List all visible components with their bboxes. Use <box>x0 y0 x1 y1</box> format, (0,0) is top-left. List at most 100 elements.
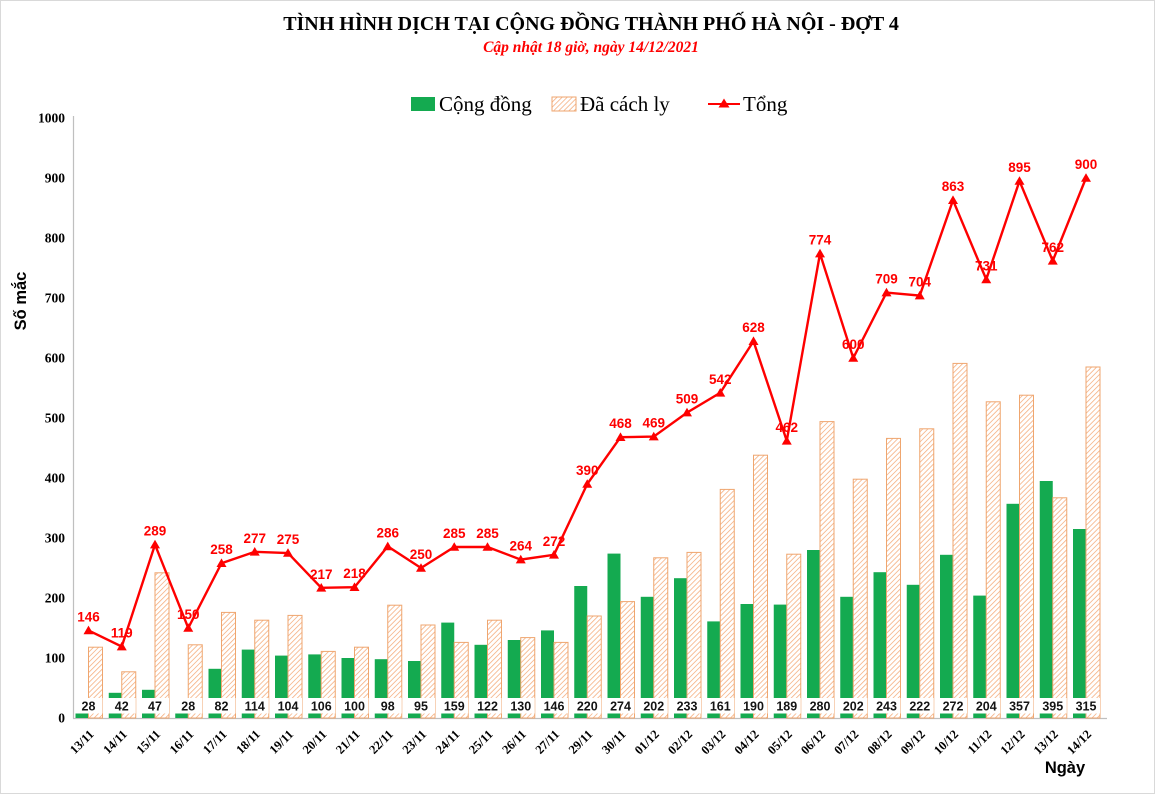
y-tick-label: 1000 <box>38 111 65 126</box>
bar-value-label: 202 <box>643 700 664 714</box>
legend-label-tong: Tổng <box>743 92 788 116</box>
total-marker-icon <box>715 388 726 397</box>
bar-label-box <box>806 698 834 714</box>
total-value-label: 731 <box>975 258 998 273</box>
total-value-label: 277 <box>243 531 266 546</box>
x-tick-label: 03/12 <box>698 727 728 757</box>
bar-label-box <box>141 698 169 714</box>
total-marker-icon <box>1047 256 1058 265</box>
bar-value-label: 47 <box>148 700 162 714</box>
x-axis-title: Ngày <box>1045 759 1086 777</box>
x-tick-label: 21/11 <box>333 727 363 757</box>
bar-value-label: 82 <box>215 700 229 714</box>
legend-label-cong-dong: Cộng đồng <box>439 92 532 116</box>
bar-value-label: 42 <box>115 700 129 714</box>
legend-swatch-cong-dong <box>411 97 435 111</box>
bar-label-box <box>839 698 868 714</box>
bar-value-label: 204 <box>976 700 997 714</box>
bar-da-cach-ly <box>254 619 270 719</box>
total-marker-icon <box>482 542 493 551</box>
bar-cong-dong <box>674 578 687 718</box>
total-value-label: 258 <box>210 542 233 557</box>
total-marker-icon <box>216 558 227 567</box>
bar-value-label: 100 <box>344 700 365 714</box>
bar-da-cach-ly <box>487 619 502 719</box>
x-tick-label: 06/12 <box>798 727 828 757</box>
x-tick-label: 26/11 <box>499 727 529 757</box>
bar-label-box <box>240 698 269 714</box>
bar-value-label: 280 <box>810 700 831 714</box>
bar-label-box <box>274 698 302 714</box>
bar-label-box <box>540 698 568 714</box>
bar-da-cach-ly <box>686 551 702 719</box>
x-axis-tick-labels: 13/11 14/11 15/11 16/11 17/11 18/11 19/11 20/11… <box>67 727 1094 757</box>
bar-label-box <box>373 698 402 714</box>
chart-subtitle: Cập nhật 18 giờ, ngày 14/12/2021 <box>483 39 699 56</box>
legend-swatch-da-cach-ly <box>551 96 577 112</box>
bar-da-cach-ly <box>287 614 303 719</box>
x-tick-label: 10/12 <box>931 727 961 757</box>
legend-marker-tong-icon <box>718 98 730 108</box>
bar-da-cach-ly <box>520 637 536 719</box>
bar-da-cach-ly <box>919 428 935 719</box>
total-value-label: 468 <box>609 416 632 431</box>
bar-value-label: 190 <box>743 700 764 714</box>
bar-value-label: 95 <box>414 700 428 714</box>
total-marker-icon <box>283 548 293 557</box>
total-marker-icon <box>881 287 892 297</box>
bar-value-label: 104 <box>278 700 299 714</box>
bars-layer <box>75 362 1101 719</box>
bar-value-label: 98 <box>381 700 395 714</box>
total-marker-icon <box>1014 176 1025 185</box>
total-value-label: 285 <box>443 526 466 541</box>
x-tick-label: 22/11 <box>366 727 396 757</box>
bar-da-cach-ly <box>886 437 901 719</box>
total-marker-icon <box>981 274 992 284</box>
line-value-labels: 146 119 289 150 258 277 275 217 218 286 250 285 285 2… <box>77 157 1097 641</box>
y-tick-label: 300 <box>45 531 66 546</box>
bar-label-box <box>107 698 136 714</box>
y-tick-label: 200 <box>45 591 66 606</box>
bar-cong-dong <box>940 554 953 718</box>
total-marker-icon <box>582 479 593 488</box>
bar-label-box <box>307 698 336 714</box>
total-value-label: 600 <box>842 337 865 352</box>
total-value-label: 289 <box>144 524 167 539</box>
bar-value-labels: 28 42 47 28 82 114 104 106 100 98 95 159 122 130 146 22… <box>74 698 1100 714</box>
y-tick-label: 100 <box>45 651 66 666</box>
bar-cong-dong <box>574 586 588 718</box>
bar-cong-dong <box>807 550 820 718</box>
bar-value-label: 274 <box>610 700 631 714</box>
y-axis-ticks: 0 100 200 300 400 500 600 700 800 900 1000 <box>38 111 65 726</box>
bar-label-box <box>573 698 602 714</box>
y-tick-label: 800 <box>45 231 66 246</box>
total-value-label: 218 <box>343 566 366 581</box>
total-marker-icon <box>1081 173 1091 182</box>
x-tick-label: 15/11 <box>134 727 164 757</box>
total-value-label: 119 <box>111 626 133 641</box>
bar-cong-dong <box>441 622 455 718</box>
total-value-label: 286 <box>376 525 399 540</box>
bar-label-box <box>639 698 668 714</box>
total-marker-icon <box>848 353 859 362</box>
total-marker-icon <box>615 432 626 441</box>
bar-value-label: 357 <box>1009 700 1030 714</box>
x-tick-label: 04/12 <box>732 727 762 757</box>
total-marker-icon <box>416 563 426 572</box>
x-tick-label: 25/11 <box>466 727 496 757</box>
bar-label-box <box>772 698 801 714</box>
total-value-label: 774 <box>809 233 832 248</box>
bar-label-box <box>207 698 236 714</box>
total-value-label: 895 <box>1008 160 1031 175</box>
x-tick-label: 02/12 <box>665 727 695 757</box>
bar-label-box <box>174 698 203 714</box>
total-value-label: 250 <box>410 547 433 562</box>
bar-value-label: 159 <box>444 700 465 714</box>
bar-label-box <box>673 698 701 714</box>
bar-cong-dong <box>906 584 920 718</box>
total-marker-icon <box>249 547 260 556</box>
bar-value-label: 395 <box>1042 700 1063 714</box>
bar-da-cach-ly <box>952 362 968 719</box>
bar-value-label: 161 <box>710 700 731 714</box>
